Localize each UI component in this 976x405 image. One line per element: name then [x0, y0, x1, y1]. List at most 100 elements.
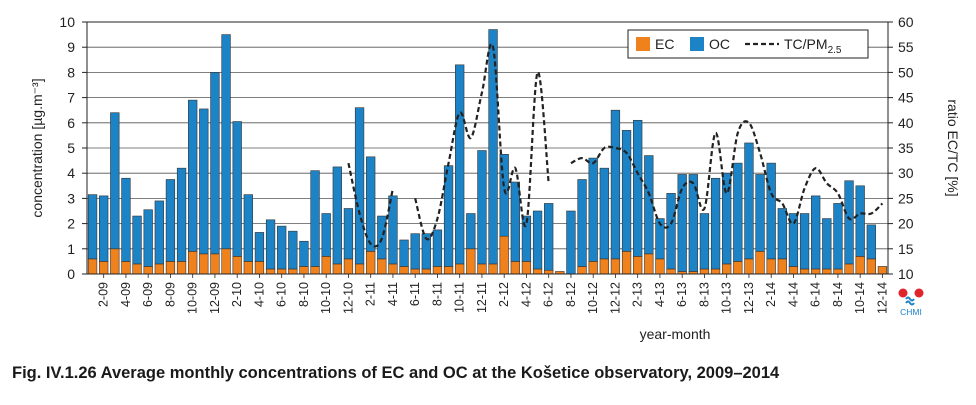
legend-oc-label: OC	[709, 36, 730, 52]
bar-ec	[254, 261, 265, 275]
bar-ec	[755, 251, 765, 275]
figure-caption: Fig. IV.1.26 Average monthly concentrati…	[12, 364, 780, 382]
x-tick-label: 4-11	[386, 282, 400, 306]
y-tick-label: 4	[67, 165, 75, 181]
bar-ec	[154, 263, 164, 275]
bar-ec	[544, 269, 554, 275]
bar-oc	[544, 203, 554, 271]
bar-ec	[443, 266, 454, 275]
bar-oc	[710, 177, 721, 270]
y-tick-label: 3	[67, 190, 75, 206]
bar-ec	[110, 248, 120, 275]
bar-oc	[343, 208, 354, 260]
bar-oc	[176, 167, 187, 262]
y-tick-label: 8	[67, 64, 75, 80]
bar-ec	[354, 263, 365, 275]
bar-oc	[121, 177, 131, 262]
y-tick-label: 5	[67, 140, 75, 156]
bar-ec	[811, 268, 821, 275]
bar-ec	[243, 261, 253, 275]
bar-oc	[410, 233, 420, 270]
legend-ec-label: EC	[655, 36, 674, 52]
x-axis-label: year-month	[640, 326, 711, 342]
bar-oc	[521, 215, 532, 262]
bar-oc	[799, 213, 810, 270]
bar-oc	[277, 225, 287, 270]
tc-line-segment	[347, 162, 395, 248]
bar-oc	[265, 219, 276, 270]
bar-oc	[354, 107, 365, 265]
bar-ec	[455, 263, 465, 275]
bar-oc	[722, 172, 732, 265]
bar-ec	[521, 261, 532, 275]
bar-oc	[766, 162, 776, 260]
bar-ec	[99, 261, 109, 275]
bar-oc	[299, 240, 309, 267]
bar-ec	[788, 266, 799, 275]
x-tick-label: 2-11	[364, 282, 378, 306]
y2-tick-label: 15	[898, 241, 914, 257]
bar-ec	[232, 256, 242, 275]
bar-ec	[265, 268, 276, 275]
y2-tick-label: 20	[898, 216, 914, 232]
bar-oc	[844, 180, 854, 265]
x-tick-label: 8-13	[697, 282, 711, 307]
bar-oc	[110, 112, 120, 250]
bar-oc	[566, 210, 576, 275]
bar-ec	[799, 268, 810, 275]
legend-ec-swatch	[636, 37, 650, 51]
bar-ec	[699, 268, 710, 275]
bar-ec	[432, 266, 443, 275]
x-tick-label: 12-09	[208, 282, 222, 314]
bar-oc	[399, 239, 409, 267]
bar-oc	[788, 213, 799, 267]
bar-ec	[510, 261, 520, 275]
bar-ec	[532, 268, 543, 275]
bar-ec	[188, 251, 198, 275]
bar-oc	[621, 130, 632, 252]
bar-oc	[366, 156, 376, 252]
bar-oc	[633, 119, 643, 257]
bar-oc	[332, 166, 342, 265]
y2-tick-label: 60	[898, 14, 914, 30]
x-tick-label: 6-11	[408, 282, 422, 306]
bar-ec	[621, 251, 632, 275]
logo-dot-right	[914, 288, 924, 298]
bar-ec	[866, 258, 876, 275]
bar-oc	[588, 157, 598, 262]
bar-ec	[299, 266, 309, 275]
bar-ec	[165, 261, 176, 275]
x-tick-label: 4-09	[119, 282, 133, 307]
bar-oc	[388, 195, 398, 265]
bar-ec	[221, 248, 231, 275]
x-tick-label: 8-11	[430, 282, 444, 306]
y2-tick-label: 40	[898, 115, 914, 131]
logo-dot-left	[898, 288, 908, 298]
bar-ec	[143, 266, 153, 275]
bar-ec	[199, 253, 209, 275]
y2-tick-label: 35	[898, 140, 914, 156]
bar-oc	[254, 232, 265, 262]
chmi-logo: CHMI	[898, 288, 924, 317]
y-tick-label: 1	[67, 241, 75, 257]
bar-oc	[744, 142, 754, 260]
bar-oc	[188, 99, 198, 252]
bar-ec	[466, 248, 476, 275]
bar-oc	[699, 213, 710, 270]
bar-oc	[310, 170, 320, 267]
x-tick-label: 6-10	[275, 282, 289, 307]
tc-line-segment	[414, 42, 550, 241]
bar-oc	[488, 29, 498, 265]
bar-oc	[811, 195, 821, 270]
bar-ec	[310, 266, 320, 275]
bar-oc	[610, 109, 621, 260]
y-axis-ticks: 0 1 2 3 4 5 6 7 8 9 10	[59, 14, 87, 282]
y-tick-label: 2	[67, 216, 75, 232]
y2-axis-label: ratio EC/TC [%]	[945, 99, 961, 196]
bar-ec	[121, 261, 131, 275]
x-tick-label: 6-13	[675, 282, 689, 307]
bar-oc	[243, 194, 253, 262]
bar-oc	[232, 121, 242, 257]
x-tick-label: 4-14	[786, 282, 800, 307]
